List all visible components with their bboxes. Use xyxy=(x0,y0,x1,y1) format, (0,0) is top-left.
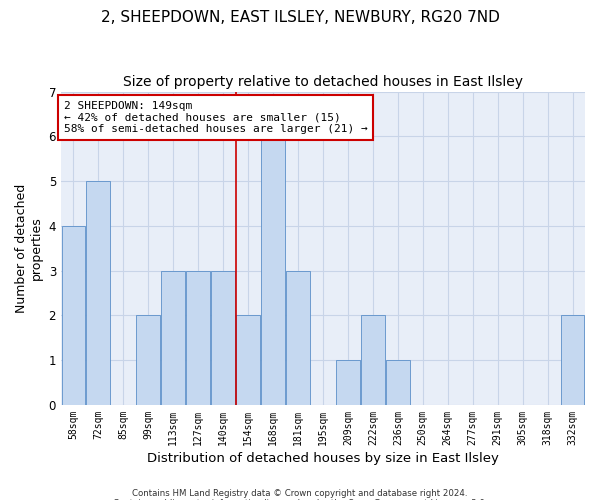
Bar xyxy=(560,316,584,405)
Bar xyxy=(211,270,235,405)
X-axis label: Distribution of detached houses by size in East Ilsley: Distribution of detached houses by size … xyxy=(147,452,499,465)
Text: 2 SHEEPDOWN: 149sqm
← 42% of detached houses are smaller (15)
58% of semi-detach: 2 SHEEPDOWN: 149sqm ← 42% of detached ho… xyxy=(64,101,367,134)
Bar xyxy=(62,226,85,405)
Bar xyxy=(361,316,385,405)
Bar xyxy=(161,270,185,405)
Bar xyxy=(236,316,260,405)
Bar xyxy=(187,270,210,405)
Bar xyxy=(386,360,410,405)
Bar xyxy=(261,136,285,405)
Y-axis label: Number of detached
properties: Number of detached properties xyxy=(15,184,43,313)
Bar xyxy=(86,181,110,405)
Bar xyxy=(286,270,310,405)
Text: Contains HM Land Registry data © Crown copyright and database right 2024.: Contains HM Land Registry data © Crown c… xyxy=(132,488,468,498)
Title: Size of property relative to detached houses in East Ilsley: Size of property relative to detached ho… xyxy=(123,75,523,89)
Text: 2, SHEEPDOWN, EAST ILSLEY, NEWBURY, RG20 7ND: 2, SHEEPDOWN, EAST ILSLEY, NEWBURY, RG20… xyxy=(101,10,499,25)
Bar xyxy=(136,316,160,405)
Text: Contains public sector information licensed under the Open Government Licence v3: Contains public sector information licen… xyxy=(113,498,487,500)
Bar xyxy=(336,360,360,405)
